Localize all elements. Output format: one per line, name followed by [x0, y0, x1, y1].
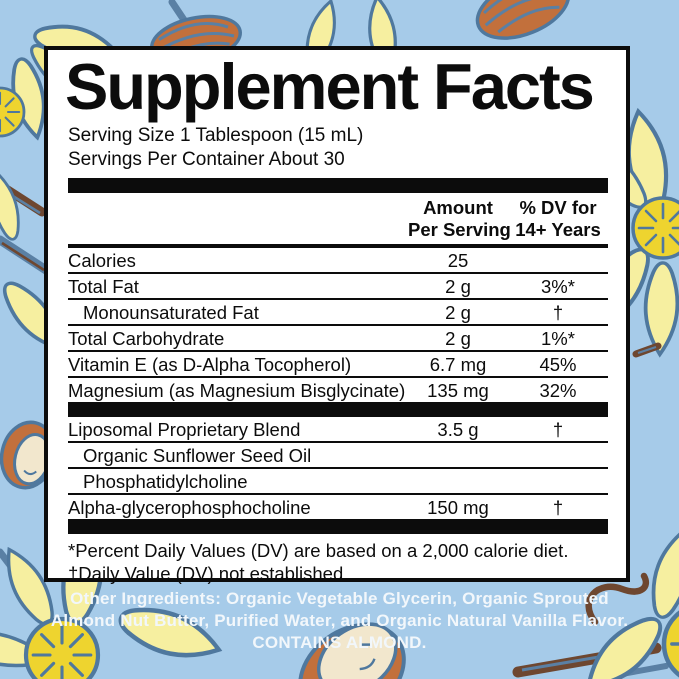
nutrition-table-main: Calories 25 Total Fat 2 g 3%* Monounsaturated…: [68, 248, 608, 402]
table-header: Amount Per Serving % DV for 14+ Years: [68, 193, 608, 248]
amount-header-line2: Per Serving: [408, 219, 511, 240]
nutrient-name: Magnesium (as Magnesium Bisglycinate): [68, 380, 406, 401]
table-row: Organic Sunflower Seed Oil: [68, 443, 608, 469]
vanilla-pod-icon: [632, 342, 662, 358]
almond-icon: [298, 622, 406, 679]
other-ingredients-line: Other Ingredients: Organic Vegetable Gly…: [70, 589, 609, 608]
dv-column-header: % DV for 14+ Years: [508, 197, 608, 241]
table-row: Alpha-glycerophosphocholine 150 mg †: [68, 495, 608, 519]
nutrient-dv: †: [552, 497, 564, 518]
vanilla-flower-icon: [574, 526, 679, 679]
divider-bar-thick: [68, 519, 608, 534]
amount-column-header: Amount Per Serving: [408, 197, 511, 241]
dv-header-line1: % DV for: [519, 197, 597, 218]
footnote-dv: *Percent Daily Values (DV) are based on …: [68, 540, 569, 561]
supplement-facts-panel: Supplement Facts Serving Size 1 Tablespo…: [44, 46, 630, 585]
nutrient-amount: 135 mg: [427, 380, 489, 401]
header-spacer: [68, 197, 408, 241]
table-row: Magnesium (as Magnesium Bisglycinate) 135…: [68, 378, 608, 402]
table-row: Total Carbohydrate 2 g 1%*: [68, 326, 608, 352]
contains-allergen-line: CONTAINS ALMOND.: [252, 633, 427, 652]
vanilla-flower-icon: [0, 522, 225, 679]
nutrient-dv: 45%: [539, 354, 577, 375]
divider-bar-thick: [68, 402, 608, 417]
footnote-dagger: †Daily Value (DV) not established.: [68, 563, 349, 584]
nutrient-dv: 3%*: [541, 276, 575, 297]
nutrient-dv: 32%: [539, 380, 577, 401]
nutrient-name: Calories: [68, 250, 136, 271]
table-row: Total Fat 2 g 3%*: [68, 274, 608, 300]
nutrient-amount: 2 g: [445, 302, 471, 323]
table-row: Monounsaturated Fat 2 g †: [68, 300, 608, 326]
nutrient-name: Monounsaturated Fat: [83, 302, 259, 323]
divider-bar-thick: [68, 178, 608, 193]
other-ingredients-line: Almond Nut Butter, Purified Water, and O…: [50, 611, 629, 630]
dv-header-line2: 14+ Years: [515, 219, 601, 240]
serving-size-text: Serving Size 1 Tablespoon (15 mL): [68, 125, 364, 146]
table-row: Calories 25: [68, 248, 608, 274]
nutrient-name: Liposomal Proprietary Blend: [68, 419, 301, 440]
nutrient-amount: 2 g: [445, 328, 471, 349]
nutrient-amount: 25: [447, 250, 469, 271]
table-row: Liposomal Proprietary Blend 3.5 g †: [68, 417, 608, 443]
other-ingredients-text: Other Ingredients: Organic Vegetable Gly…: [0, 588, 679, 654]
nutrient-dv: †: [552, 302, 564, 323]
nutrition-table-blend: Liposomal Proprietary Blend 3.5 g † Organic…: [68, 417, 608, 519]
almond-icon: [475, 0, 571, 40]
nutrient-name: Alpha-glycerophosphocholine: [68, 497, 311, 518]
nutrient-dv: 1%*: [541, 328, 575, 349]
footnotes: *Percent Daily Values (DV) are based on …: [68, 539, 608, 585]
table-row: Vitamin E (as D-Alpha Tocopherol) 6.7 mg 4…: [68, 352, 608, 378]
nutrient-dv: †: [552, 419, 564, 440]
nutrient-name: Total Fat: [68, 276, 139, 297]
vanilla-pod-icon: [585, 572, 650, 626]
table-row: Phosphatidylcholine: [68, 469, 608, 495]
nutrient-amount: 2 g: [445, 276, 471, 297]
nutrient-name: Vitamin E (as D-Alpha Tocopherol): [68, 354, 352, 375]
nutrient-name: Phosphatidylcholine: [83, 471, 248, 492]
amount-header-line1: Amount: [423, 197, 493, 218]
servings-per-container-text: Servings Per Container About 30: [68, 148, 345, 170]
panel-title: Supplement Facts: [65, 50, 595, 123]
nutrient-amount: 3.5 g: [437, 419, 479, 440]
nutrient-name: Total Carbohydrate: [68, 328, 225, 349]
nutrient-name: Organic Sunflower Seed Oil: [83, 445, 312, 466]
nutrient-amount: 150 mg: [427, 497, 489, 518]
nutrient-amount: 6.7 mg: [429, 354, 487, 375]
